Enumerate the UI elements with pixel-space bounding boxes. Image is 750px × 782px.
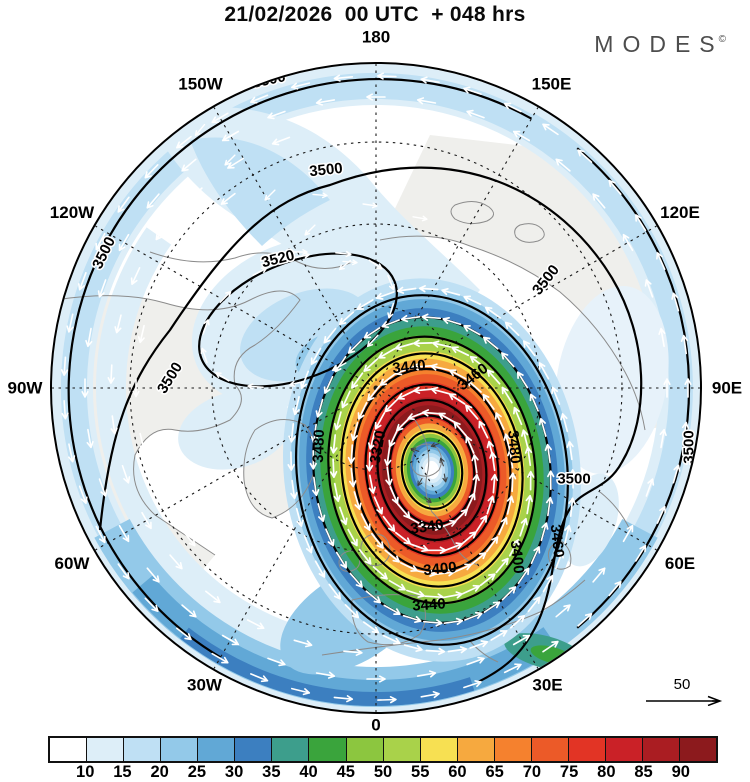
colorbar-tick-label: 30 (224, 763, 244, 781)
colorbar-tick-label: 55 (411, 763, 430, 781)
colorbar-tick-label: 80 (597, 763, 616, 781)
colorbar-cell (567, 738, 605, 761)
colorbar-cell (604, 738, 642, 761)
copyright-mark: © (718, 34, 726, 45)
contour-label: 3460 (547, 524, 567, 559)
graticule (52, 64, 700, 712)
meridian-label: 90E (712, 379, 742, 398)
meridian-labels: 180 150E 120E 90E 60E 30E 0 30W 60W 90W 120W 150W (8, 28, 743, 735)
page-title: 21/02/2026 00 UTC + 048 hrs (224, 3, 526, 26)
colorbar-tick-label: 20 (150, 763, 169, 781)
colorbar-tick-label: 75 (559, 763, 579, 781)
meridian-label: 60W (55, 554, 91, 573)
colorbar-cell (50, 738, 87, 761)
meridian-label: 150E (532, 75, 572, 94)
colorbar-cell (86, 738, 124, 761)
meridian-label: 180 (362, 28, 390, 47)
colorbar-cell (197, 738, 235, 761)
meridian-label: 150W (178, 75, 223, 94)
colorbar-tick-label: 50 (373, 763, 393, 781)
colorbar-cell (345, 738, 383, 761)
reference-arrow-icon (646, 695, 723, 706)
colorbar-cell (530, 738, 568, 761)
contour-label: 3320 (367, 429, 390, 465)
colorbar-tick-label: 65 (485, 763, 504, 781)
meridian-label: 0 (371, 716, 380, 735)
colorbar-cell (234, 738, 272, 761)
coastlines (54, 201, 646, 663)
colorbar-ticks: 10 15 20 25 30 35 40 45 50 55 60 65 70 75 80 85 90 (48, 763, 718, 782)
colorbar-cell (308, 738, 346, 761)
reference-vector: 50 (642, 676, 738, 706)
meridian-label: 90W (8, 379, 44, 398)
reference-vector-label: 50 (673, 676, 691, 693)
contour-label: 3340 (409, 516, 444, 537)
colorbar-tick-label: 35 (262, 763, 281, 781)
colorbar-cell (271, 738, 309, 761)
colorbar-cell (493, 738, 531, 761)
meridian-label: 30E (532, 676, 562, 695)
colorbar-cell (419, 738, 457, 761)
colorbar-cell (123, 738, 161, 761)
wind-speed-shading (52, 64, 700, 712)
colorbar-cell (456, 738, 494, 761)
colorbar-tick-label: 45 (336, 763, 355, 781)
modes-logo: MODES© (594, 31, 726, 58)
colorbar-cell (160, 738, 198, 761)
meridian-label: 120E (660, 203, 700, 222)
colorbar-tick-label: 85 (634, 763, 653, 781)
colorbar-tick-label: 15 (113, 763, 132, 781)
colorbar-tick-label: 90 (671, 763, 690, 781)
colorbar-cell (382, 738, 420, 761)
colorbar-cell (679, 738, 717, 761)
colorbar-tick-label: 25 (187, 763, 207, 781)
colorbar-tick-label: 40 (299, 763, 318, 781)
contour-label: 3400 (507, 540, 527, 575)
colorbar-tick-label: 10 (76, 763, 95, 781)
modes-logo-text: MODES (594, 31, 724, 57)
contour-label: 3440 (392, 357, 427, 377)
wind-vectors (60, 72, 692, 704)
colorbar-cell (642, 738, 680, 761)
meridian-label: 120W (50, 203, 95, 222)
colorbar (48, 736, 718, 763)
contour-label: 3500 (557, 471, 590, 488)
meridian-label: 30W (187, 676, 223, 695)
colorbar-tick-label: 60 (448, 763, 467, 781)
contour-label: 3440 (412, 595, 446, 614)
colorbar-tick-label: 70 (522, 763, 542, 781)
contour-label: 3480 (504, 430, 524, 465)
contour-label: 3500 (309, 160, 344, 180)
contour-label: 3480 (310, 429, 328, 463)
meridian-label: 60E (665, 554, 695, 573)
contour-label: 3400 (423, 559, 458, 579)
